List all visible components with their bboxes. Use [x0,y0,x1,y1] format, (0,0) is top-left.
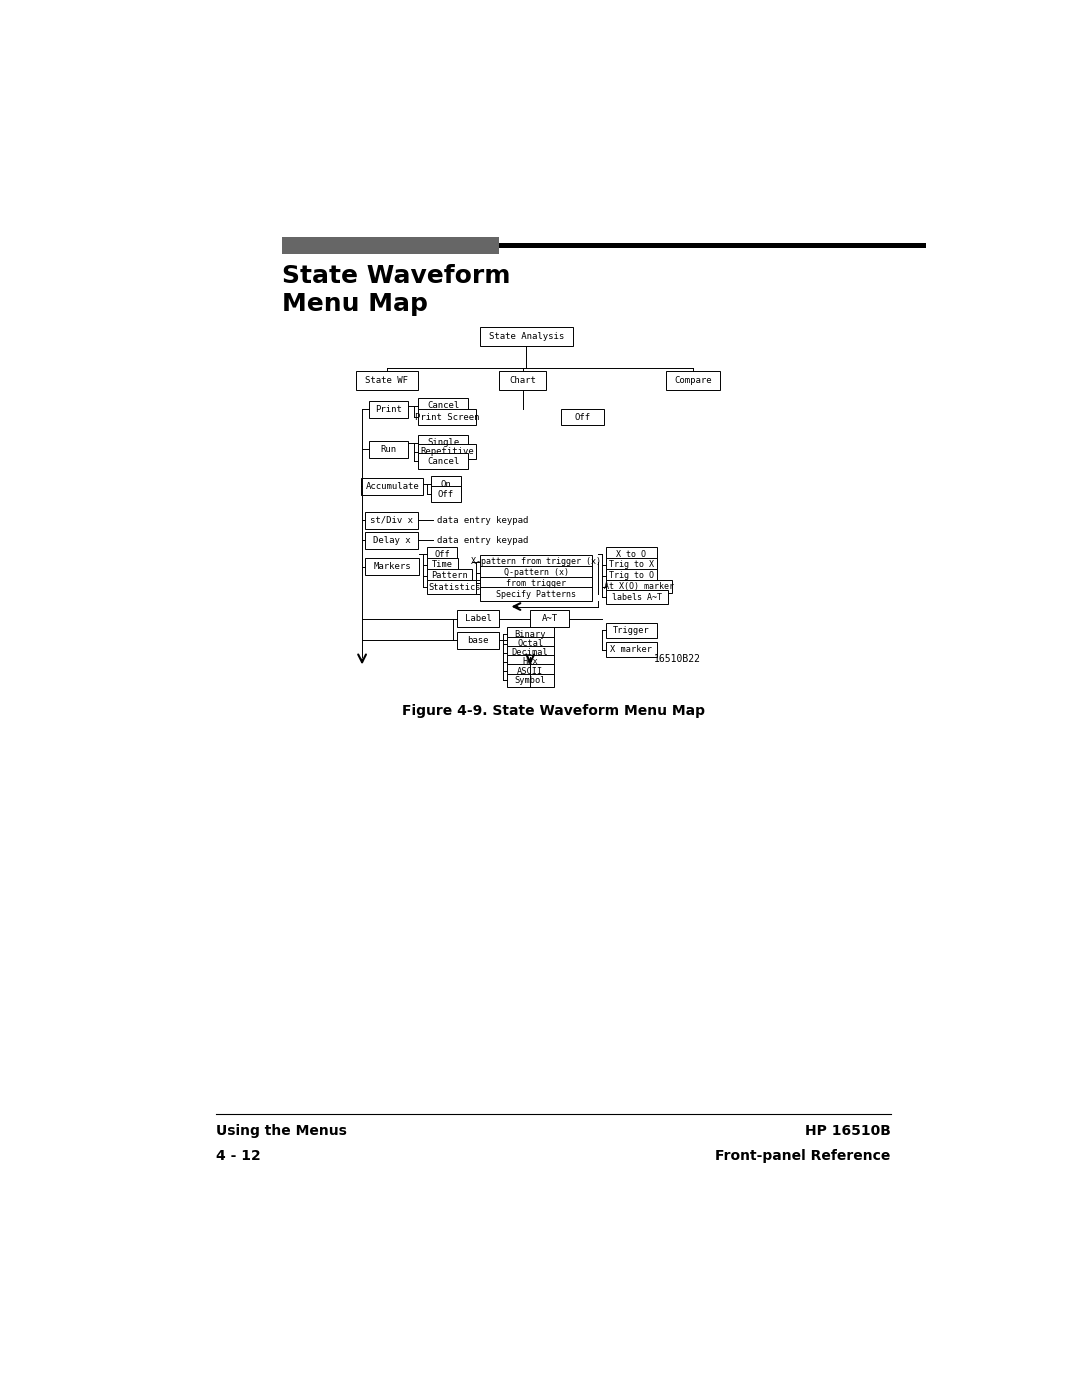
Text: Delay x: Delay x [373,536,410,545]
FancyBboxPatch shape [431,476,460,492]
Text: Markers: Markers [374,562,411,571]
Text: data entry keypad: data entry keypad [437,515,528,525]
FancyBboxPatch shape [365,532,418,549]
FancyBboxPatch shape [507,673,554,687]
FancyBboxPatch shape [606,557,657,571]
FancyBboxPatch shape [606,623,657,638]
Text: Cancel: Cancel [427,457,459,465]
Text: Hex: Hex [523,658,538,666]
FancyBboxPatch shape [507,665,554,678]
Text: from trigger: from trigger [507,578,566,588]
Text: State Waveform: State Waveform [282,264,511,288]
Text: On: On [441,479,451,489]
Text: Pattern: Pattern [431,571,468,580]
FancyBboxPatch shape [418,444,476,460]
FancyBboxPatch shape [480,327,572,346]
Text: Menu Map: Menu Map [282,292,428,316]
Text: Repetitive: Repetitive [420,447,474,457]
Text: Print Screen: Print Screen [415,412,480,422]
FancyBboxPatch shape [499,372,545,390]
Text: State WF: State WF [365,376,408,386]
FancyBboxPatch shape [428,569,472,583]
Text: Trig to X: Trig to X [609,560,653,570]
FancyBboxPatch shape [480,587,592,601]
Text: Octal: Octal [517,638,543,648]
Text: Single: Single [427,439,459,447]
FancyBboxPatch shape [606,591,669,605]
Text: Specify Patterns: Specify Patterns [496,590,576,599]
Text: Off: Off [437,489,454,499]
FancyBboxPatch shape [365,511,418,529]
FancyBboxPatch shape [418,434,469,450]
Bar [282,237,499,254]
Text: Front-panel Reference: Front-panel Reference [715,1150,891,1164]
FancyBboxPatch shape [606,643,657,658]
Text: Figure 4-9. State Waveform Menu Map: Figure 4-9. State Waveform Menu Map [402,704,705,718]
FancyBboxPatch shape [480,577,592,591]
Text: X-pattern from trigger (x): X-pattern from trigger (x) [471,557,602,566]
FancyBboxPatch shape [457,610,499,627]
Text: Using the Menus: Using the Menus [216,1125,348,1139]
FancyBboxPatch shape [356,372,418,390]
Text: Decimal: Decimal [512,648,549,657]
Text: A~T: A~T [541,615,557,623]
Text: Off: Off [575,412,591,422]
FancyBboxPatch shape [365,557,419,576]
FancyBboxPatch shape [530,610,569,627]
FancyBboxPatch shape [606,569,657,583]
FancyBboxPatch shape [428,580,483,594]
Text: Accumulate: Accumulate [365,482,419,490]
Text: X marker: X marker [610,645,652,654]
Text: labels A~T: labels A~T [612,592,662,602]
Text: data entry keypad: data entry keypad [437,536,528,545]
Text: Run: Run [380,446,396,454]
FancyBboxPatch shape [431,486,460,502]
FancyBboxPatch shape [362,478,423,495]
FancyBboxPatch shape [418,398,469,414]
Text: ASCII: ASCII [517,666,543,676]
Text: Binary: Binary [514,630,546,638]
Text: Label: Label [464,615,491,623]
Text: 4 - 12: 4 - 12 [216,1150,261,1164]
FancyBboxPatch shape [507,627,554,641]
FancyBboxPatch shape [418,453,469,469]
Text: Print: Print [375,405,402,414]
Text: HP 16510B: HP 16510B [805,1125,891,1139]
FancyBboxPatch shape [606,580,672,594]
Text: Q-pattern (x): Q-pattern (x) [503,569,568,577]
Bar [499,243,926,247]
Text: Time: Time [432,560,454,570]
Text: 16510B22: 16510B22 [654,654,701,665]
FancyBboxPatch shape [369,441,408,458]
Text: Symbol: Symbol [514,676,546,685]
Text: X to O: X to O [617,549,647,559]
FancyBboxPatch shape [457,631,499,648]
Text: At X(O) marker: At X(O) marker [604,583,674,591]
FancyBboxPatch shape [507,655,554,669]
Text: Chart: Chart [509,376,536,386]
Text: Off: Off [434,549,449,559]
FancyBboxPatch shape [666,372,720,390]
FancyBboxPatch shape [507,645,554,659]
Text: State Analysis: State Analysis [489,332,564,341]
FancyBboxPatch shape [418,409,476,425]
FancyBboxPatch shape [428,548,457,562]
Text: Compare: Compare [674,376,712,386]
Text: Trigger: Trigger [613,626,650,634]
Text: Cancel: Cancel [427,401,459,411]
FancyBboxPatch shape [369,401,408,418]
Text: base: base [468,636,488,645]
FancyBboxPatch shape [606,548,657,562]
Text: st/Div x: st/Div x [370,515,413,525]
FancyBboxPatch shape [428,557,458,571]
FancyBboxPatch shape [507,637,554,651]
FancyBboxPatch shape [562,409,604,425]
Text: Trig to O: Trig to O [609,571,653,580]
Text: Statistics: Statistics [429,583,482,592]
FancyBboxPatch shape [480,555,592,569]
FancyBboxPatch shape [480,566,592,580]
